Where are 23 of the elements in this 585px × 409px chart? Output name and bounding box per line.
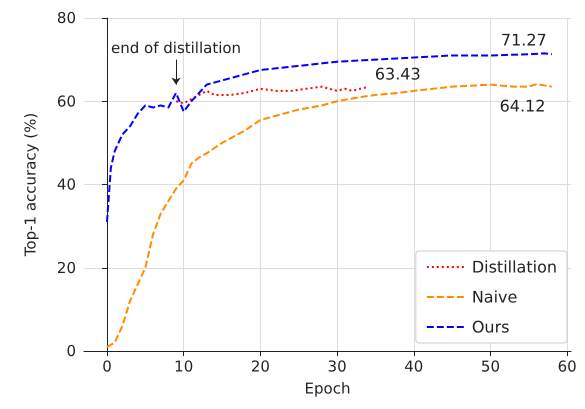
x-tick-label: 0 xyxy=(102,358,112,376)
x-tick-label: 60 xyxy=(558,358,577,376)
annotation: end of distillation xyxy=(110,39,242,58)
line-series xyxy=(175,86,369,104)
y-tick-label: 40 xyxy=(56,176,76,194)
x-tick-label: 10 xyxy=(174,358,194,376)
legend-label: Ours xyxy=(472,318,510,336)
x-tick-label: 40 xyxy=(404,358,424,376)
y-tick-label: 80 xyxy=(56,9,76,27)
y-tick-label: 60 xyxy=(56,92,76,110)
annotation: 64.12 xyxy=(500,96,546,116)
legend-label: Naive xyxy=(472,288,518,306)
x-tick-label: 20 xyxy=(250,358,270,376)
legend-label: Distillation xyxy=(472,258,558,276)
line-series xyxy=(106,52,553,223)
y-axis-title: Top-1 accuracy (%) xyxy=(22,112,40,258)
y-tick-label: 20 xyxy=(56,258,76,277)
annotation: 63.43 xyxy=(374,64,421,84)
annotation: 71.27 xyxy=(500,30,547,50)
y-tick-label: 0 xyxy=(66,342,76,360)
x-tick-label: 50 xyxy=(480,358,500,376)
x-axis-title: Epoch xyxy=(304,380,350,398)
x-tick-label: 30 xyxy=(328,358,347,376)
